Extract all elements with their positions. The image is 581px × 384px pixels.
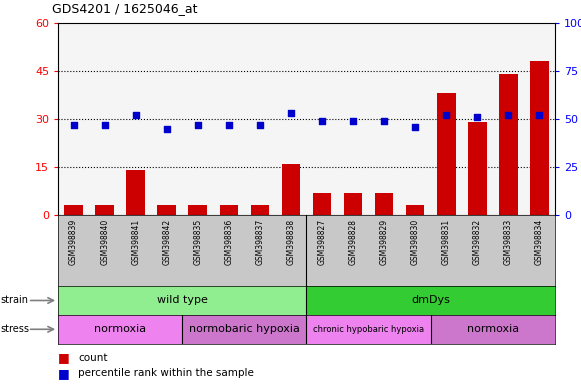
- Bar: [431, 315, 555, 344]
- Bar: [282, 164, 300, 215]
- Bar: [182, 315, 307, 344]
- Point: [162, 126, 171, 132]
- Text: GSM398833: GSM398833: [504, 218, 513, 265]
- Bar: [437, 93, 456, 215]
- Text: dmDys: dmDys: [411, 295, 450, 306]
- Text: ■: ■: [58, 351, 70, 364]
- Text: ■: ■: [58, 367, 70, 380]
- Text: GSM398829: GSM398829: [379, 218, 389, 265]
- Bar: [375, 193, 393, 215]
- Bar: [58, 315, 182, 344]
- Bar: [307, 315, 431, 344]
- Text: chronic hypobaric hypoxia: chronic hypobaric hypoxia: [313, 325, 424, 334]
- Point: [379, 118, 389, 124]
- Point: [535, 112, 544, 118]
- Point: [317, 118, 327, 124]
- Bar: [406, 205, 425, 215]
- Text: normoxia: normoxia: [467, 324, 519, 334]
- Text: GSM398841: GSM398841: [131, 218, 140, 265]
- Text: normoxia: normoxia: [94, 324, 146, 334]
- Bar: [157, 205, 176, 215]
- Text: GSM398834: GSM398834: [535, 218, 544, 265]
- Point: [255, 122, 264, 128]
- Bar: [127, 170, 145, 215]
- Text: GSM398842: GSM398842: [162, 218, 171, 265]
- Text: GSM398837: GSM398837: [256, 218, 264, 265]
- Text: GSM398831: GSM398831: [442, 218, 451, 265]
- Text: wild type: wild type: [157, 295, 208, 306]
- Text: strain: strain: [0, 295, 28, 306]
- Bar: [58, 286, 307, 315]
- Point: [193, 122, 202, 128]
- Point: [442, 112, 451, 118]
- Text: count: count: [78, 353, 108, 363]
- Point: [504, 112, 513, 118]
- Point: [349, 118, 358, 124]
- Bar: [220, 205, 238, 215]
- Bar: [313, 193, 331, 215]
- Bar: [530, 61, 548, 215]
- Text: GSM398836: GSM398836: [224, 218, 234, 265]
- Text: GDS4201 / 1625046_at: GDS4201 / 1625046_at: [52, 2, 198, 15]
- Point: [100, 122, 109, 128]
- Point: [131, 112, 141, 118]
- Bar: [95, 205, 114, 215]
- Point: [286, 110, 296, 116]
- Text: GSM398835: GSM398835: [193, 218, 202, 265]
- Text: percentile rank within the sample: percentile rank within the sample: [78, 368, 254, 378]
- Bar: [64, 205, 83, 215]
- Text: GSM398839: GSM398839: [69, 218, 78, 265]
- Bar: [188, 205, 207, 215]
- Text: GSM398840: GSM398840: [100, 218, 109, 265]
- Text: GSM398830: GSM398830: [411, 218, 419, 265]
- Text: stress: stress: [0, 324, 29, 334]
- Point: [411, 124, 420, 130]
- Bar: [468, 122, 486, 215]
- Bar: [344, 193, 363, 215]
- Bar: [250, 205, 269, 215]
- Point: [224, 122, 234, 128]
- Point: [69, 122, 78, 128]
- Text: GSM398827: GSM398827: [317, 218, 327, 265]
- Text: GSM398832: GSM398832: [473, 218, 482, 265]
- Text: GSM398838: GSM398838: [286, 218, 296, 265]
- Bar: [499, 74, 518, 215]
- Text: GSM398828: GSM398828: [349, 218, 357, 265]
- Text: normobaric hypoxia: normobaric hypoxia: [189, 324, 300, 334]
- Point: [472, 114, 482, 120]
- Bar: [307, 286, 555, 315]
